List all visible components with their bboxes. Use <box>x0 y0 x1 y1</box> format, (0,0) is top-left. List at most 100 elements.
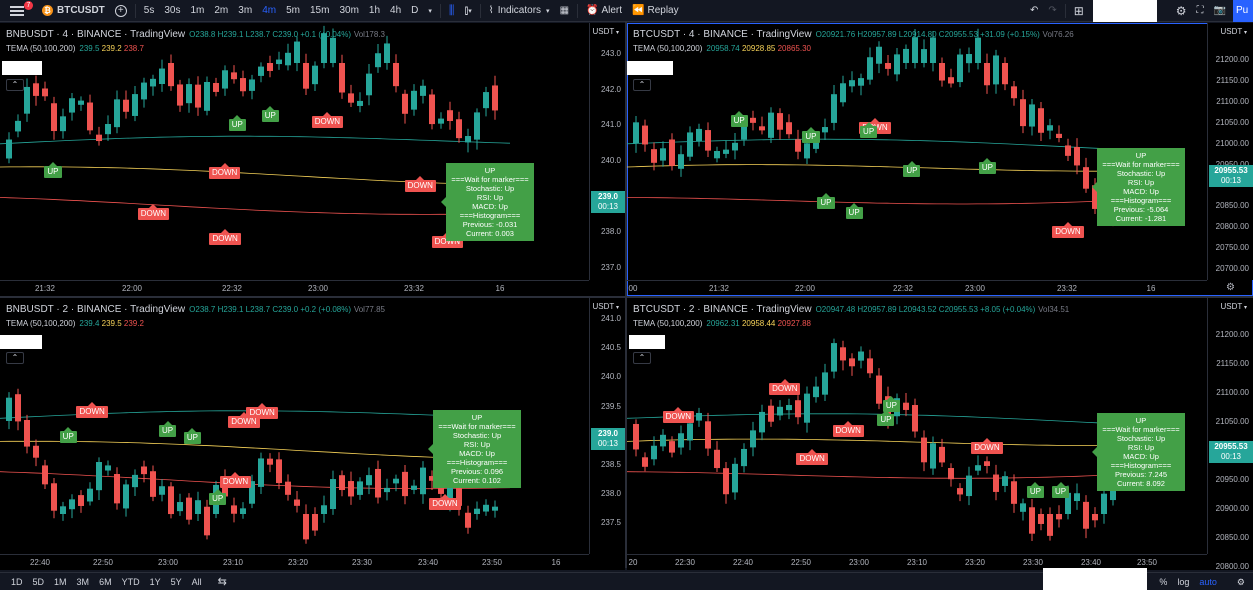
signal-info-line: UP <box>1135 151 1147 160</box>
candle-body <box>678 433 684 448</box>
tema-value-3: 20865.30 <box>777 44 811 53</box>
bar-style-button[interactable]: ⫼ <box>444 0 460 22</box>
collapse-legend-button[interactable]: ⌃ <box>6 352 24 364</box>
pane-divider-horizontal[interactable] <box>0 296 1253 298</box>
signal-info-line: Current: 0.102 <box>453 476 501 485</box>
publish-button[interactable]: Pu <box>1233 0 1253 22</box>
currency-select[interactable]: USDT <box>593 27 619 36</box>
price-plot[interactable] <box>0 23 589 280</box>
time-axis[interactable]: 20 22:30 22:40 22:50 23:00 23:10 23:20 23:30 23:… <box>627 554 1207 570</box>
time-axis[interactable]: 00 21:32 22:00 22:32 23:00 23:32 16 <box>627 280 1207 296</box>
range-3m-button[interactable]: 3M <box>76 576 90 587</box>
log-scale-toggle[interactable]: log <box>1177 577 1190 587</box>
layout-select-button[interactable]: ⊞ <box>1069 0 1089 22</box>
fullscreen-button[interactable]: ⛶ <box>1192 0 1209 22</box>
interval-d-button[interactable]: D <box>411 5 419 16</box>
collapse-legend-button[interactable]: ⌃ <box>6 79 24 91</box>
settings-button[interactable]: ⚙ <box>1171 0 1192 22</box>
range-all-button[interactable]: All <box>191 576 202 587</box>
symbol-title[interactable]: BTCUSDT · 4 · BINANCE · TradingView <box>633 29 812 40</box>
pane-divider-vertical[interactable] <box>625 22 627 568</box>
hamburger-icon <box>10 5 24 16</box>
candle-body <box>303 63 309 89</box>
up-marker: UP <box>44 162 62 179</box>
percent-scale-toggle[interactable]: % <box>1159 577 1168 587</box>
chart-settings-button[interactable]: ⚙ <box>1227 577 1245 588</box>
tema-legend[interactable]: TEMA (50,100,200) 20962.31 20958.44 20927… <box>633 319 811 328</box>
time-axis[interactable]: 21:32 22:00 22:32 23:00 23:32 16 <box>0 280 589 296</box>
collapse-legend-button[interactable]: ⌃ <box>633 352 651 364</box>
range-5y-button[interactable]: 5Y <box>170 576 182 587</box>
interval-5m-button[interactable]: 5m <box>286 5 300 16</box>
candle-body <box>285 481 291 495</box>
tema-legend[interactable]: TEMA (50,100,200) 239.5 239.2 238.7 <box>6 44 144 53</box>
snapshot-button[interactable]: 📷 <box>1209 0 1231 22</box>
undo-icon: ↶ <box>1029 5 1039 16</box>
bar-countdown: 00:13 <box>1220 452 1242 461</box>
tema-legend[interactable]: TEMA (50,100,200) 20958.74 20928.85 20865… <box>633 44 811 53</box>
chart-pane-top-left[interactable]: UP DOWN DOWN DOWN UP DOWN UP DOWN DOWN BNBUSDT · … <box>0 23 625 296</box>
price-plot[interactable] <box>627 298 1207 554</box>
interval-4h-button[interactable]: 4h <box>390 5 402 16</box>
range-5d-button[interactable]: 5D <box>32 576 45 587</box>
time-tick-label: 23:00 <box>964 284 986 293</box>
chart-pane-top-right[interactable]: UPUPUPUPDOWNUPUPUPDOWNBTCUSDT · 4 · BINA… <box>627 23 1253 296</box>
candle-body <box>321 33 327 63</box>
range-ytd-button[interactable]: YTD <box>121 576 140 587</box>
tema-line-2 <box>0 440 511 460</box>
chart-pane-bottom-left[interactable]: UP UP UP DOWN DOWN DOWN DOWN DOWN UP BNBUSDT · 2 … <box>0 298 625 570</box>
interval-30m-button[interactable]: 30m <box>339 5 359 16</box>
interval-4m-button[interactable]: 4m <box>262 5 277 16</box>
undo-button[interactable]: ↶ <box>1025 0 1043 22</box>
collapse-legend-button[interactable]: ⌃ <box>633 79 651 91</box>
interval-30s-button[interactable]: 30s <box>164 5 181 16</box>
axis-settings-button[interactable]: ⚙ <box>1226 282 1235 293</box>
range-1m-button[interactable]: 1M <box>54 576 67 587</box>
symbol-title[interactable]: BTCUSDT · 2 · BINANCE · TradingView <box>633 304 812 315</box>
symbol-title[interactable]: BNBUSDT · 4 · BINANCE · TradingView <box>6 29 186 40</box>
alert-button[interactable]: ⏰ Alert <box>581 0 627 22</box>
price-axis[interactable]: 241.0 240.5 240.0 239.5 239.0 238.5 238.0 237.5 <box>589 298 625 554</box>
candle-body <box>912 405 918 432</box>
menu-button[interactable] <box>0 0 29 22</box>
replay-button[interactable]: ⏪ Replay <box>627 0 684 22</box>
goto-date-button[interactable]: ⇆ <box>213 575 232 588</box>
price-tick-label: 240.5 <box>600 343 621 353</box>
interval-1h-button[interactable]: 1h <box>368 5 381 16</box>
range-1y-button[interactable]: 1Y <box>149 576 161 587</box>
signal-info-line: MACD: Up <box>1123 452 1159 461</box>
interval-3m-button[interactable]: 3m <box>238 5 253 16</box>
candle-body <box>669 139 675 166</box>
interval-1m-button[interactable]: 1m <box>190 5 205 16</box>
signal-info-line: Previous: 7.245 <box>1114 470 1168 479</box>
currency-select[interactable]: USDT <box>1221 27 1247 36</box>
price-axis[interactable]: 243.0 242.0 241.0 240.0 239.0 238.0 237.0 <box>589 23 625 280</box>
time-axis[interactable]: 22:40 22:50 23:00 23:10 23:20 23:30 23:40 23:50… <box>0 554 589 570</box>
redo-button[interactable]: ↷ <box>1043 0 1061 22</box>
range-6m-button[interactable]: 6M <box>99 576 112 587</box>
currency-select[interactable]: USDT <box>1221 302 1247 311</box>
chart-type-button[interactable]: ⫾ ▾ <box>459 0 476 22</box>
indicators-button[interactable]: ⌇ Indicators ▾ <box>484 0 555 22</box>
candle-body <box>1047 125 1053 131</box>
candle-body <box>1011 481 1017 504</box>
auto-scale-toggle[interactable]: auto <box>1199 577 1217 587</box>
price-axis[interactable]: 21200.0021150.0021100.0021050.0021000.00… <box>1207 298 1253 570</box>
interval-dropdown-button[interactable]: ▾ <box>423 0 437 22</box>
interval-5s-button[interactable]: 5s <box>143 5 155 16</box>
chart-pane-bottom-right[interactable]: DOWN DOWN DOWN UP DOWN UP UP DOWN UP BTCUSDT · 2 … <box>627 298 1253 570</box>
candle-type-icon: ⫾ <box>464 3 469 17</box>
layouts-button[interactable]: ▦ <box>555 0 574 22</box>
notification-badge[interactable]: 7 <box>24 1 33 10</box>
range-1d-button[interactable]: 1D <box>11 576 23 587</box>
candle-body <box>687 423 693 441</box>
interval-2m-button[interactable]: 2m <box>214 5 229 16</box>
symbol-title[interactable]: BNBUSDT · 2 · BINANCE · TradingView <box>6 304 186 315</box>
compare-button[interactable]: + <box>110 0 132 22</box>
tema-legend[interactable]: TEMA (50,100,200) 239.4 239.5 239.2 <box>6 319 144 328</box>
candle-body <box>483 92 489 109</box>
symbol-search-button[interactable]: ₿ BTCUSDT <box>37 0 110 22</box>
interval-15m-button[interactable]: 15m <box>310 5 330 16</box>
currency-select[interactable]: USDT <box>593 302 619 311</box>
